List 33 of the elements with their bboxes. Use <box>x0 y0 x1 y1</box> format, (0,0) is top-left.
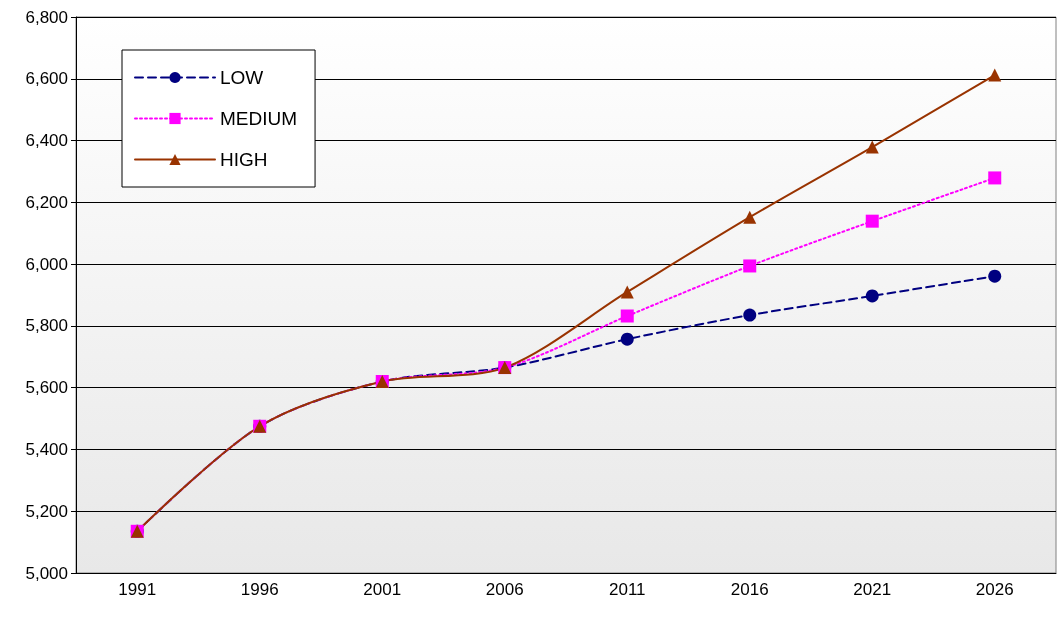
y-tick-label: 5,400 <box>25 439 68 459</box>
x-tick-label: 2016 <box>730 580 769 599</box>
point <box>743 308 757 322</box>
x-tick-label: 2026 <box>975 580 1014 599</box>
point <box>988 269 1002 283</box>
point <box>865 289 879 303</box>
point <box>620 332 634 346</box>
legend-label: HIGH <box>220 149 268 170</box>
point <box>620 309 634 323</box>
x-tick-label: 2021 <box>853 580 892 599</box>
y-tick-label: 5,200 <box>25 501 68 521</box>
y-tick-label: 6,000 <box>25 254 68 274</box>
y-tick-label: 6,800 <box>25 7 68 27</box>
y-tick-label: 5,000 <box>25 563 68 583</box>
x-tick-label: 2011 <box>608 580 646 599</box>
y-tick-label: 5,800 <box>25 316 68 336</box>
x-tick-label: 1991 <box>118 580 157 599</box>
x-tick-label: 2006 <box>485 580 524 599</box>
point <box>743 210 757 224</box>
point <box>865 214 879 228</box>
x-tick-label: 2001 <box>363 580 402 599</box>
y-tick-label: 6,400 <box>25 131 68 151</box>
y-tick-label: 6,200 <box>25 192 68 212</box>
y-tick-label: 5,600 <box>25 378 68 398</box>
point <box>743 259 757 273</box>
point <box>988 68 1002 82</box>
point <box>865 140 879 154</box>
legend-label: MEDIUM <box>220 108 298 129</box>
point <box>988 171 1002 185</box>
x-tick-label: 1996 <box>240 580 279 599</box>
point <box>620 285 634 299</box>
y-tick-label: 6,600 <box>25 69 68 89</box>
legend-label: LOW <box>220 67 264 88</box>
